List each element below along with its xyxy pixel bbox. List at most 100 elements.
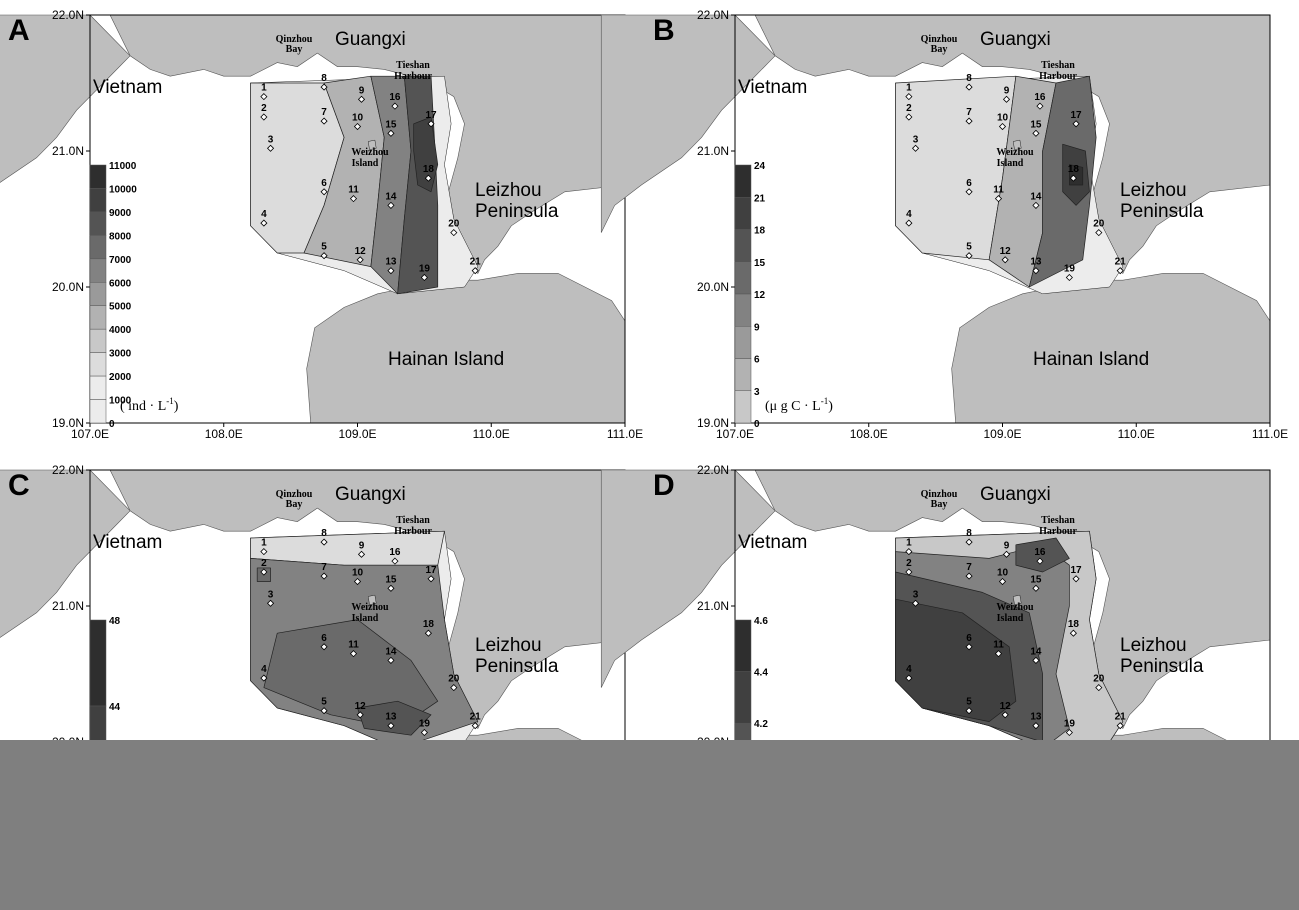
station-label: 12: [355, 246, 367, 257]
station-marker: [1095, 229, 1103, 237]
station-label: 12: [1000, 701, 1012, 712]
lat-tick-label: 20.0N: [697, 280, 729, 294]
station-label: 18: [1068, 164, 1080, 175]
lon-tick-label: 110.0E: [1118, 427, 1155, 441]
station-marker: [320, 117, 328, 125]
station-label: 4: [906, 664, 912, 675]
contour-band: [357, 700, 432, 736]
station-label: 7: [966, 107, 972, 118]
station-marker: [260, 93, 268, 101]
place-leizhou-peninsula: Leizhou: [1120, 180, 1187, 201]
map-panel-b: 22.0N 21.0N 20.0N 19.0N 107.0E 108.0E 109.0E 11…: [600, 0, 1288, 455]
lat-tick-label: 20.0N: [52, 280, 84, 294]
weizhou-island: [367, 594, 377, 605]
place-tieshan-harbour: Tieshan: [1041, 515, 1075, 526]
station-label: 4: [261, 209, 267, 220]
legend-tick-label: 2000: [109, 372, 132, 383]
lat-tick-label: 19.0N: [52, 416, 84, 430]
land-guangxi-leizhou: [754, 14, 1271, 274]
legend-swatch: [734, 164, 752, 198]
station-label: 14: [385, 646, 397, 657]
station-label: 18: [423, 164, 435, 175]
land-guangxi-leizhou: [109, 14, 626, 274]
station-marker: [965, 252, 973, 260]
station-label: 16: [1034, 92, 1046, 103]
lat-tick-label: 22.0N: [697, 8, 729, 22]
legend-swatch: [734, 619, 752, 672]
station-marker: [427, 575, 435, 583]
station-marker: [320, 83, 328, 91]
panel-label: B: [653, 14, 675, 47]
station-label: 11: [993, 185, 1004, 196]
lat-tick-label: 19.0N: [697, 416, 729, 430]
station-marker: [424, 629, 432, 637]
station-label: 3: [913, 134, 919, 145]
place-hainan-island: Hainan Island: [388, 349, 504, 370]
legend-tick-label: 11000: [109, 161, 137, 172]
legend-tick-label: 0: [754, 419, 760, 430]
station-label: 8: [321, 73, 327, 84]
legend-unit: (μ g C · L-1): [765, 396, 833, 414]
land-guangxi-leizhou: [109, 469, 626, 729]
station-label: 9: [359, 85, 365, 96]
lat-tick-label: 21.0N: [697, 599, 729, 613]
contour-band: [895, 598, 1017, 722]
land-vietnam: [600, 14, 776, 233]
station-marker: [1032, 129, 1040, 137]
lat-tick-label: 22.0N: [697, 463, 729, 477]
place-leizhou-peninsula: Peninsula: [1120, 656, 1204, 677]
legend-tick-label: 4000: [109, 325, 132, 336]
place-guangxi: Guangxi: [335, 484, 406, 505]
station-marker: [905, 674, 913, 682]
station-marker: [387, 267, 395, 275]
station-label: 5: [321, 697, 327, 708]
lon-tick-label: 110.0E: [473, 427, 510, 441]
station-marker: [450, 229, 458, 237]
station-label: 10: [352, 113, 364, 124]
lon-tick-label: 109.0E: [338, 427, 376, 441]
place-leizhou-peninsula: Peninsula: [475, 656, 559, 677]
station-label: 6: [321, 633, 327, 644]
legend: 24 21 18 15 12 9 6 3 0 (μ g C · L-1): [734, 161, 833, 430]
land-vietnam: [0, 469, 131, 638]
station-label: 8: [966, 73, 972, 84]
station-label: 11: [993, 640, 1004, 651]
legend-tick-label: 48: [109, 616, 121, 627]
station-label: 19: [419, 718, 431, 729]
station-marker: [911, 144, 920, 152]
station-label: 3: [268, 589, 274, 600]
station-marker: [965, 643, 973, 651]
lat-tick-label: 21.0N: [52, 599, 84, 613]
station-marker: [357, 550, 366, 558]
station-marker: [353, 122, 362, 131]
station-marker: [905, 568, 913, 576]
legend-unit: ( ind · L-1): [120, 396, 179, 414]
place-leizhou-peninsula: Peninsula: [475, 201, 559, 222]
lon-tick-label: 107.0E: [716, 427, 754, 441]
place-tieshan-harbour: Tieshan: [396, 60, 430, 71]
legend-tick-label: 15: [754, 258, 766, 269]
legend-swatch: [734, 671, 752, 724]
station-label: 17: [1071, 565, 1083, 576]
station-label: 15: [385, 574, 397, 585]
legend-swatch: [734, 197, 752, 230]
station-label: 21: [470, 712, 482, 723]
legend-swatch: [89, 211, 107, 236]
station-marker: [965, 188, 973, 196]
map-svg-d: 22.0N21.0N20.0N19.0N107.0E108.0E109.0E11…: [600, 463, 1288, 896]
station-marker: [356, 711, 364, 719]
station-marker: [260, 219, 268, 227]
station-label: 12: [1000, 246, 1012, 257]
legend-swatch: [89, 619, 107, 707]
station-marker: [965, 572, 973, 580]
contour-band: [413, 116, 439, 193]
station-marker: [998, 577, 1007, 586]
station-label: 6: [321, 178, 327, 189]
place-guangxi: Guangxi: [980, 484, 1051, 505]
station-marker: [420, 273, 428, 282]
station-label: 2: [906, 558, 912, 569]
station-marker: [387, 656, 395, 664]
station-marker: [357, 95, 366, 103]
